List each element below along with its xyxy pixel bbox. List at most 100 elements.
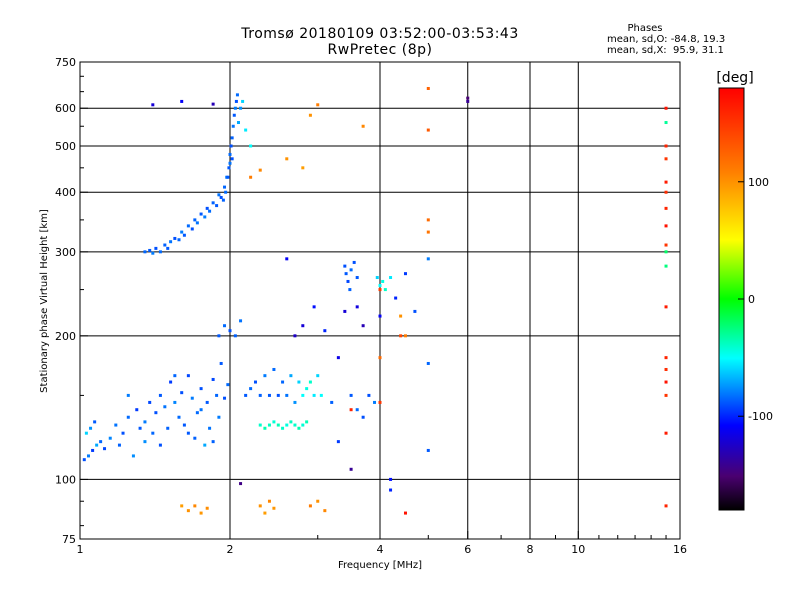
data-point — [355, 276, 359, 280]
data-point — [343, 309, 347, 313]
data-point — [367, 393, 371, 397]
data-point — [236, 121, 240, 125]
data-point — [215, 204, 219, 208]
data-point — [229, 144, 233, 148]
data-point — [383, 288, 387, 292]
y-tick-label: 75 — [62, 533, 76, 546]
data-point — [190, 227, 194, 231]
data-point — [195, 221, 199, 225]
data-point — [99, 440, 103, 444]
data-point — [199, 511, 203, 515]
data-point — [426, 361, 430, 365]
data-point — [330, 400, 334, 404]
data-point — [305, 387, 309, 391]
data-point — [114, 423, 118, 427]
data-point — [186, 509, 190, 513]
data-point — [394, 296, 398, 300]
grid-lines — [80, 62, 680, 539]
data-point — [664, 180, 668, 184]
data-point — [664, 380, 668, 384]
data-point — [316, 103, 320, 107]
data-point — [378, 314, 382, 318]
data-point — [361, 124, 365, 128]
data-point — [305, 420, 309, 424]
data-point — [84, 431, 88, 435]
data-point — [378, 400, 382, 404]
data-point — [349, 268, 353, 272]
data-point — [228, 152, 232, 156]
data-point — [173, 236, 177, 240]
y-tick-label: 200 — [55, 330, 76, 343]
data-point — [163, 405, 167, 409]
data-point — [293, 400, 297, 404]
data-point — [223, 396, 227, 400]
data-point — [233, 334, 237, 338]
data-point — [355, 408, 359, 412]
data-point — [267, 393, 271, 397]
data-point — [426, 257, 430, 261]
data-point — [258, 393, 262, 397]
data-point — [199, 212, 203, 216]
y-tick-label: 600 — [55, 102, 76, 115]
data-point — [316, 374, 320, 378]
y-axis-label: Stationary phase Virtual Height [km] — [39, 209, 50, 393]
data-point — [403, 272, 407, 276]
data-point — [226, 383, 230, 387]
data-point — [312, 305, 316, 309]
data-point — [205, 506, 209, 510]
data-point — [186, 431, 190, 435]
data-point — [199, 387, 203, 391]
data-point — [348, 288, 352, 292]
data-point — [203, 443, 207, 447]
data-point — [169, 240, 173, 244]
data-point — [151, 103, 155, 107]
data-point — [193, 504, 197, 508]
data-point — [193, 218, 197, 222]
phases-o-stat: mean, sd,O: -84.8, 19.3 — [607, 34, 726, 45]
scatter-points — [82, 86, 668, 515]
data-point — [158, 443, 162, 447]
data-point — [664, 106, 668, 110]
y-tick-label: 300 — [55, 246, 76, 259]
x-axis-label: Frequency [MHz] — [338, 560, 422, 571]
data-point — [239, 106, 243, 110]
data-point — [180, 99, 184, 103]
x-tick-label: 16 — [673, 543, 687, 556]
data-point — [177, 238, 181, 242]
data-point — [664, 157, 668, 161]
data-point — [399, 334, 403, 338]
colorbar-tick-label: 100 — [748, 176, 769, 189]
data-point — [173, 400, 177, 404]
data-point — [227, 166, 231, 170]
data-point — [217, 193, 221, 197]
data-point — [301, 324, 305, 328]
data-point — [208, 209, 212, 213]
data-point — [166, 426, 170, 430]
data-point — [143, 420, 147, 424]
data-point — [221, 198, 225, 202]
data-point — [297, 380, 301, 384]
data-point — [664, 206, 668, 210]
data-point — [664, 264, 668, 268]
data-point — [235, 93, 239, 97]
data-point — [91, 448, 95, 452]
data-point — [199, 408, 203, 412]
data-point — [319, 393, 323, 397]
data-point — [276, 423, 280, 427]
data-point — [301, 393, 305, 397]
data-point — [203, 215, 207, 219]
data-point — [208, 426, 212, 430]
data-point — [308, 380, 312, 384]
data-point — [117, 443, 121, 447]
data-point — [285, 157, 289, 161]
data-point — [223, 185, 227, 189]
data-point — [211, 201, 215, 205]
data-point — [231, 124, 235, 128]
data-point — [297, 426, 301, 430]
data-point — [389, 276, 393, 280]
data-point — [148, 248, 152, 252]
data-point — [375, 276, 379, 280]
data-point — [281, 426, 285, 430]
data-point — [664, 243, 668, 247]
data-point — [82, 458, 86, 462]
